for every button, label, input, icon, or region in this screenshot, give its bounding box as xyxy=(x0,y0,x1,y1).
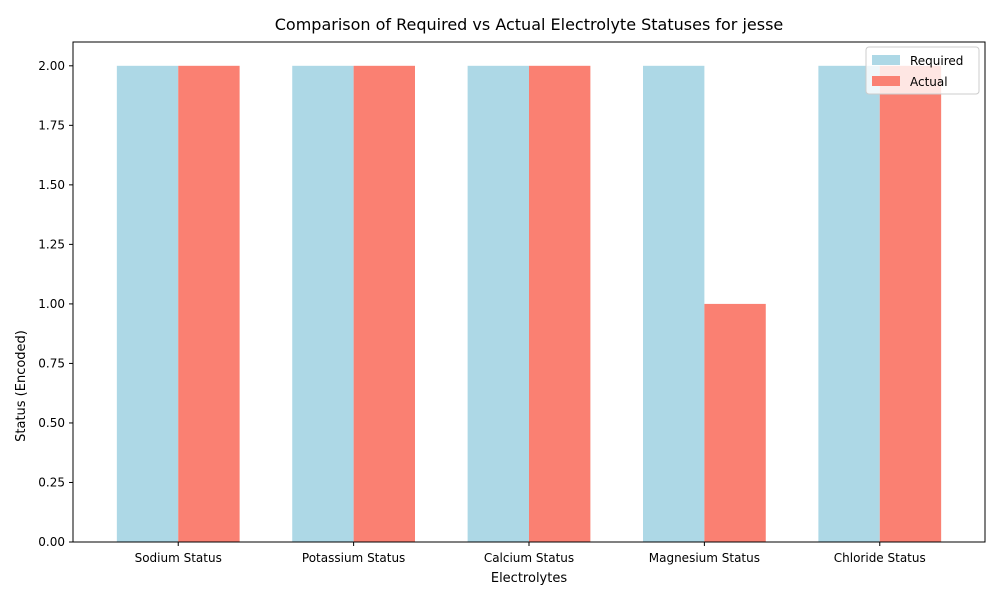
y-tick-label-2: 0.50 xyxy=(38,416,65,430)
x-tick-label-0: Sodium Status xyxy=(135,551,222,565)
bar-actual-3 xyxy=(704,303,766,542)
y-tick-label-0: 0.00 xyxy=(38,535,65,549)
bar-required-0 xyxy=(116,65,179,543)
bar-actual-2 xyxy=(529,65,591,543)
x-tick-label-3: Magnesium Status xyxy=(649,551,760,565)
bar-actual-0 xyxy=(178,65,240,543)
y-tick-label-5: 1.25 xyxy=(38,237,65,251)
y-tick-label-8: 2.00 xyxy=(38,59,65,73)
bars-layer xyxy=(116,65,942,543)
x-tick-label-1: Potassium Status xyxy=(302,551,405,565)
legend: Required Actual xyxy=(865,46,980,95)
legend-swatch-required xyxy=(872,55,900,65)
y-tick-label-6: 1.50 xyxy=(38,178,65,192)
legend-label-actual: Actual xyxy=(910,75,948,89)
ticks-layer: 0.00 0.25 0.50 0.75 1.00 1.25 1.50 1.75 2.00 Sodi… xyxy=(38,59,925,565)
bar-required-3 xyxy=(643,65,705,543)
x-tick-label-2: Calcium Status xyxy=(484,551,574,565)
bar-actual-1 xyxy=(353,65,415,543)
x-axis-label: Electrolytes xyxy=(491,571,567,586)
y-tick-label-7: 1.75 xyxy=(38,118,65,132)
chart-title: Comparison of Required vs Actual Electro… xyxy=(275,15,784,34)
legend-swatch-actual xyxy=(872,76,900,86)
y-tick-label-4: 1.00 xyxy=(38,297,65,311)
y-tick-label-3: 0.75 xyxy=(38,356,65,370)
bar-required-2 xyxy=(467,65,529,543)
y-tick-label-1: 0.25 xyxy=(38,475,65,489)
bar-required-4 xyxy=(818,65,880,543)
x-tick-label-4: Chloride Status xyxy=(834,551,926,565)
legend-label-required: Required xyxy=(910,54,963,68)
bar-required-1 xyxy=(292,65,354,543)
y-axis-label: Status (Encoded) xyxy=(14,330,29,442)
bar-actual-4 xyxy=(879,65,942,543)
